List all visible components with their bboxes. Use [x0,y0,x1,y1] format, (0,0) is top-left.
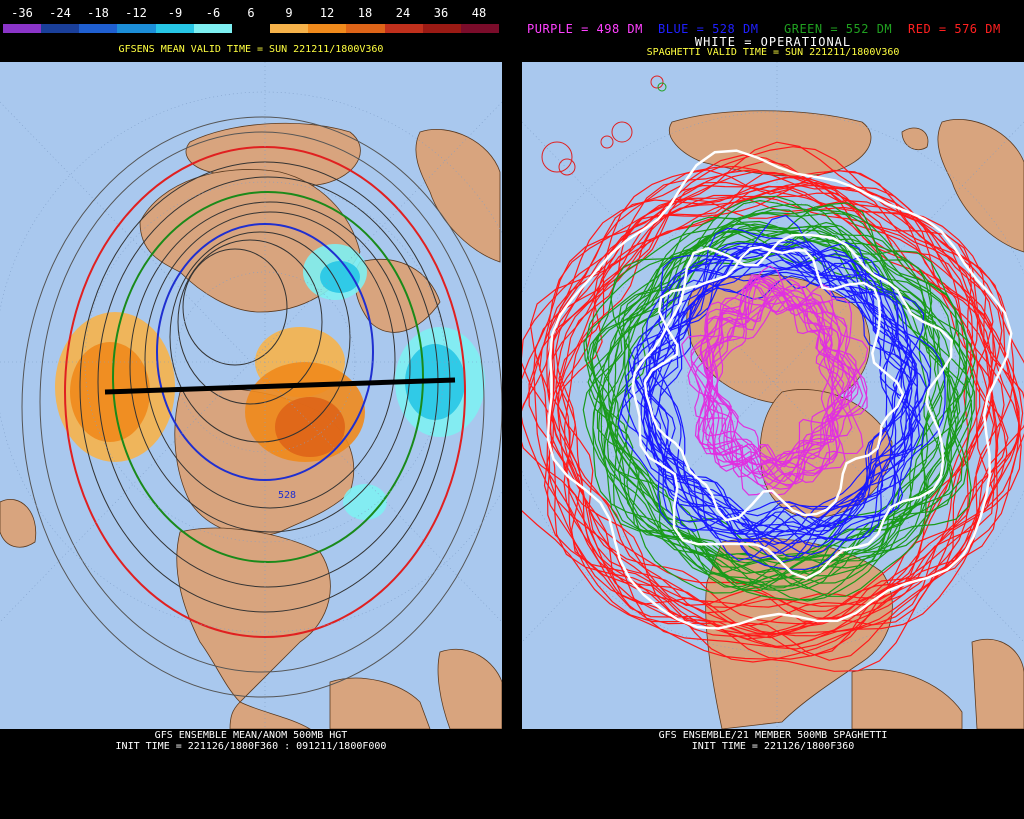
spaghetti-contour [637,259,919,548]
legend-swatch [3,24,42,33]
spaghetti-contour [687,284,842,485]
legend-purple: PURPLE = 498 DM [527,22,643,36]
spaghetti-contour [608,230,959,584]
spaghetti-contour [643,264,914,559]
legend-swatch [422,24,461,33]
spaghetti-576-contours [522,141,1024,672]
legend-label: -36 [11,6,33,20]
spaghetti-contour [706,287,851,470]
mean-valid-time-title: GFSENS MEAN VALID TIME = SUN 221211/1800… [118,44,384,55]
legend-label: 9 [285,6,293,20]
spaghetti-footer-title: GFS ENSEMBLE/21 MEMBER 500MB SPAGHETTI [658,730,888,741]
spaghetti-contour [707,297,841,469]
graticule [0,62,502,729]
graticule [522,62,1024,729]
spaghetti-contour [640,241,946,571]
spaghetti-contour [550,181,979,609]
spaghetti-contour [591,195,963,587]
spaghetti-contour [644,242,914,533]
legend-swatch [41,24,80,33]
spaghetti-contour [582,202,969,592]
spaghetti-contour [522,154,1020,672]
legend-label: -12 [125,6,147,20]
spaghetti-contour [592,230,951,592]
legend-swatch [346,24,385,33]
spaghetti-contour [623,241,932,562]
legend-label: -24 [49,6,71,20]
mean-anomaly-panel: -36 -24 -18 -12 -9 -6 6 9 12 18 24 36 48… [0,0,502,819]
mean-footer-title: GFS ENSEMBLE MEAN/ANOM 500MB HGT [154,730,348,741]
spaghetti-footer: GFS ENSEMBLE/21 MEMBER 500MB SPAGHETTI I… [522,729,1024,819]
legend-label: 24 [395,6,411,20]
legend-label: 12 [319,6,335,20]
legend-swatch [231,24,271,33]
legend-swatch [117,24,156,33]
legend-swatch [384,24,423,33]
spaghetti-map [522,62,1024,729]
legend-label: 18 [357,6,373,20]
legend-color-bar [3,24,500,33]
spaghetti-contour [614,240,944,569]
spaghetti-contour [643,245,905,522]
operational-legend: WHITE = OPERATIONAL [694,35,852,49]
spaghetti-contour [706,297,857,487]
spaghetti-contour [522,146,1022,648]
contour-label-528: 528 [278,490,296,501]
spaghetti-contour [715,292,860,478]
legend-green: GREEN = 552 DM [784,22,893,36]
legend-label: -6 [205,6,221,20]
mean-anomaly-map: 528 [0,62,502,729]
spaghetti-contour [522,169,1021,639]
spaghetti-contour [631,233,953,580]
spaghetti-valid-time-title: SPAGHETTI VALID TIME = SUN 221211/1800V3… [646,47,900,58]
anomaly-color-legend: -36 -24 -18 -12 -9 -6 6 9 12 18 24 36 48 [3,0,500,34]
legend-swatch [270,24,309,33]
legend-label: -18 [87,6,109,20]
spaghetti-contour [646,241,927,538]
spaghetti-contour [607,223,973,585]
legend-swatch [193,24,232,33]
spaghetti-map-svg [522,62,1024,729]
spaghetti-contour [632,245,916,546]
spaghetti-contour [547,181,995,637]
spaghetti-contour [617,248,910,563]
operational-contours [546,149,1013,630]
spaghetti-contour [657,275,918,554]
panel-divider [502,0,522,819]
legend-swatch [460,24,500,33]
spaghetti-contour [522,160,1005,657]
spaghetti-contour [585,223,976,597]
anomaly-map-svg: 528 [0,62,502,729]
spurious-red-circles [541,75,667,176]
mean-footer: GFS ENSEMBLE MEAN/ANOM 500MB HGT INIT TI… [0,729,502,819]
legend-swatch [155,24,194,33]
legend-red: RED = 576 DM [908,22,1001,36]
land-masses [669,110,1024,729]
legend-blue: BLUE = 528 DM [658,22,759,36]
legend-labels: -36 -24 -18 -12 -9 -6 6 9 12 18 24 36 48 [3,6,499,20]
mean-footer-init-time: INIT TIME = 221126/1800F360 : 091211/180… [115,741,387,752]
spaghetti-contour [681,281,846,490]
spaghetti-contour [596,221,961,565]
spaghetti-footer-init-time: INIT TIME = 221126/1800F360 [691,741,855,752]
spaghetti-contour [546,149,1013,630]
cross-section-line [104,377,456,395]
spaghetti-contour [704,282,857,466]
legend-label: 6 [247,6,255,20]
legend-label: 48 [471,6,487,20]
legend-label: -9 [167,6,183,20]
spaghetti-contour [547,198,994,640]
spaghetti-panel: PURPLE = 498 DM BLUE = 528 DM GREEN = 55… [522,0,1024,819]
legend-swatch [79,24,118,33]
spaghetti-contour [558,172,1009,623]
spaghetti-contour [632,227,925,541]
legend-swatch [308,24,347,33]
legend-label: 36 [433,6,449,20]
